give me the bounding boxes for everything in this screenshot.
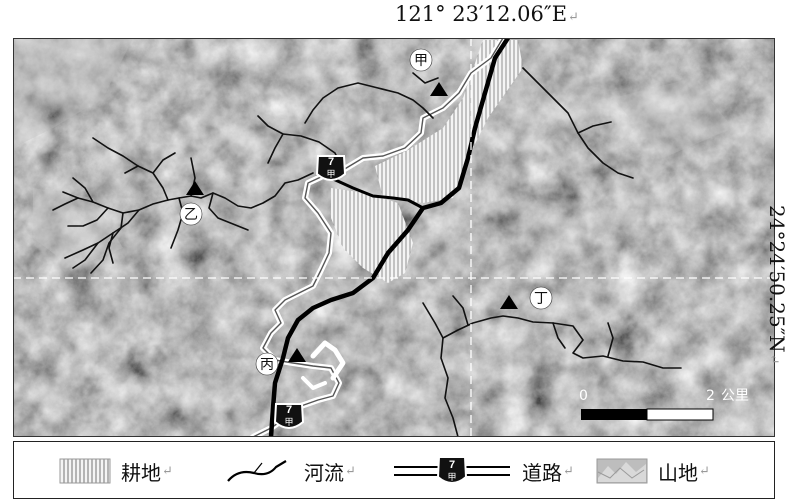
road-shield-suffix: 甲 (284, 417, 293, 428)
triangle-marker-icon (288, 348, 306, 362)
legend-label: 山地 (658, 460, 698, 485)
place-label: 丁 (534, 291, 548, 307)
scale-unit: 公里 (721, 388, 749, 404)
main-road (268, 38, 511, 437)
farmland-swatch-icon (59, 458, 111, 484)
map-image: 7 甲 7 甲 甲 乙 丙 丁 0 2 公里 (13, 38, 775, 437)
triangle-marker-icon (186, 181, 204, 195)
triangle-marker-icon (500, 295, 518, 309)
tributary-rivers (52, 67, 682, 437)
place-yi: 乙 (179, 181, 204, 226)
place-label: 甲 (414, 53, 428, 69)
farmland-areas (331, 40, 523, 283)
legend-label: 河流 (304, 460, 344, 485)
river-swatch-icon (227, 460, 287, 482)
place-label: 丙 (260, 357, 274, 373)
legend-item-farmland: 耕地 ↵ (59, 456, 173, 486)
scale-bar: 0 2 公里 (579, 388, 749, 421)
triangle-marker-icon (430, 82, 448, 96)
legend-label: 耕地 (121, 460, 161, 485)
mountain-swatch-icon (596, 458, 648, 484)
map-legend: 耕地 ↵ 河流 ↵ 7 甲 道路 ↵ 山地 ↵ (13, 441, 775, 499)
road-shield-number: 7 (449, 459, 455, 471)
coordinate-grid (13, 38, 775, 437)
road-shield-number: 7 (328, 156, 334, 168)
road-shield-south: 7 甲 (274, 403, 304, 429)
road-shield-number: 7 (286, 404, 292, 416)
place-label: 乙 (184, 207, 198, 223)
place-ding: 丁 (500, 286, 553, 310)
legend-label: 道路 (522, 460, 562, 485)
scale-start: 0 (579, 388, 588, 404)
road-swatch-icon: 7 甲 (394, 456, 510, 484)
legend-item-road: 7 甲 道路 ↵ (392, 456, 574, 486)
road-shield-suffix: 甲 (326, 169, 335, 180)
scale-end: 2 (706, 388, 715, 404)
road-shield-north: 7 甲 (316, 155, 346, 181)
place-bing: 丙 (255, 348, 306, 376)
legend-item-mountain: 山地 ↵ (596, 456, 710, 486)
road-shield-suffix: 甲 (447, 472, 456, 483)
legend-item-river: 河流 ↵ (224, 456, 356, 486)
latitude-label: 24°24′50.25″N↵ (765, 205, 789, 365)
place-jia: 甲 (409, 48, 448, 96)
longitude-label: 121° 23′12.06″E↵ (395, 2, 579, 26)
